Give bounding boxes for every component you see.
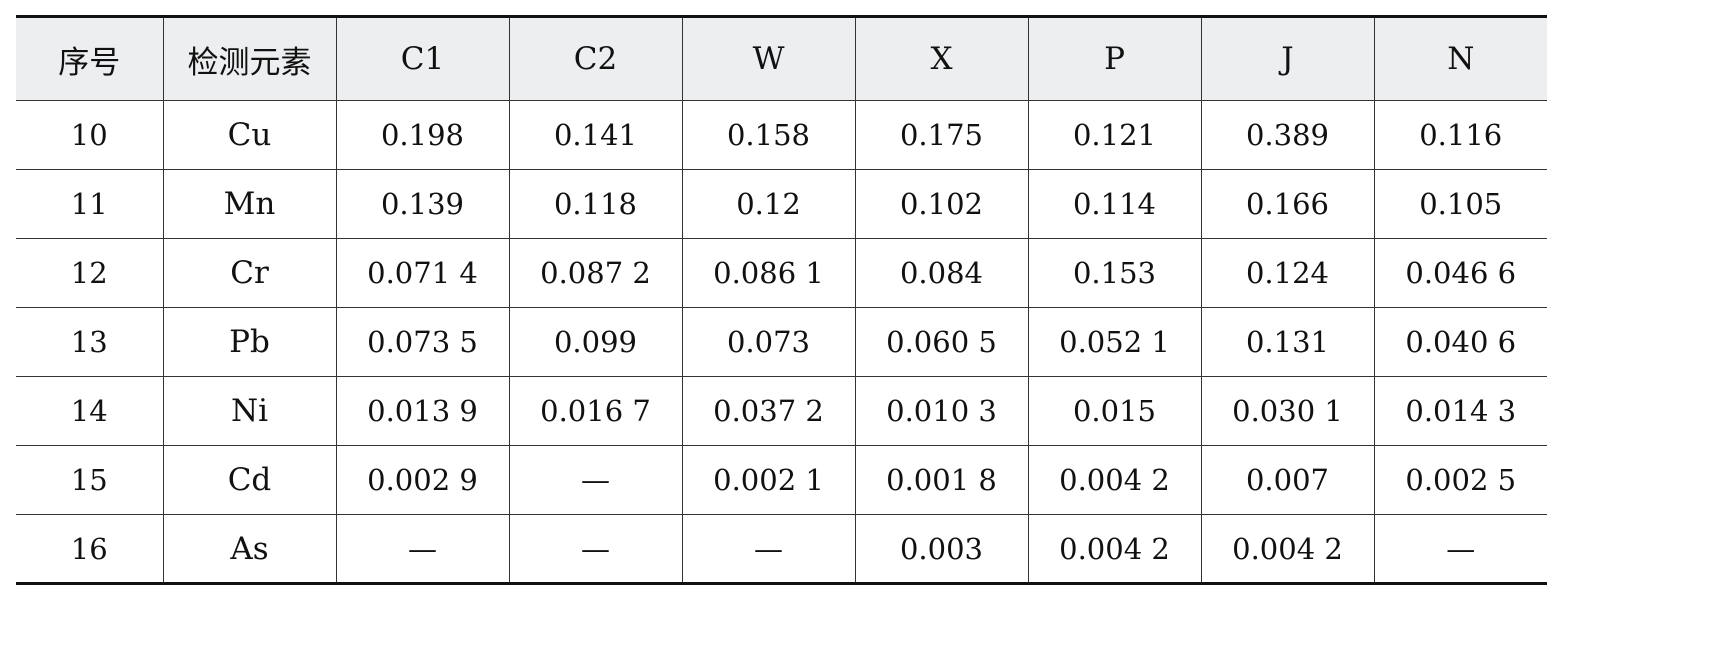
header-c2: C2 (508, 15, 682, 101)
cell-value: 0.040 6 (1373, 307, 1547, 377)
row-element: Pb (162, 307, 336, 377)
row-index: 12 (16, 238, 163, 308)
row-index: 15 (16, 445, 163, 515)
cell-value: 0.014 3 (1373, 376, 1547, 446)
header-n: N (1373, 15, 1547, 101)
data-table-container: 序号 检测元素 C1 C2 W X P J N 10 Cu 0.198 0.14… (16, 15, 1547, 585)
cell-value: 0.139 (335, 169, 509, 239)
cell-value: — (1373, 514, 1547, 585)
cell-value: 0.002 1 (681, 445, 855, 515)
header-row: 序号 检测元素 C1 C2 W X P J N (16, 15, 1547, 101)
cell-value: — (508, 445, 682, 515)
cell-value: 0.002 5 (1373, 445, 1547, 515)
cell-value: 0.121 (1027, 100, 1201, 170)
cell-value: 0.016 7 (508, 376, 682, 446)
row-index: 14 (16, 376, 163, 446)
cell-value: 0.12 (681, 169, 855, 239)
header-w: W (681, 15, 855, 101)
cell-value: 0.118 (508, 169, 682, 239)
row-element: Ni (162, 376, 336, 446)
cell-value: 0.073 (681, 307, 855, 377)
table-row: 11 Mn 0.139 0.118 0.12 0.102 0.114 0.166… (16, 169, 1547, 239)
cell-value: 0.099 (508, 307, 682, 377)
cell-value: 0.010 3 (854, 376, 1028, 446)
table-row: 16 As — — — 0.003 0.004 2 0.004 2 — (16, 514, 1547, 585)
table-row: 13 Pb 0.073 5 0.099 0.073 0.060 5 0.052 … (16, 307, 1547, 377)
header-index: 序号 (16, 15, 163, 101)
row-element: Cd (162, 445, 336, 515)
cell-value: 0.175 (854, 100, 1028, 170)
table-row: 14 Ni 0.013 9 0.016 7 0.037 2 0.010 3 0.… (16, 376, 1547, 446)
cell-value: 0.046 6 (1373, 238, 1547, 308)
row-index: 10 (16, 100, 163, 170)
cell-value: 0.004 2 (1027, 514, 1201, 585)
cell-value: 0.002 9 (335, 445, 509, 515)
row-index: 13 (16, 307, 163, 377)
cell-value: 0.086 1 (681, 238, 855, 308)
cell-value: 0.389 (1200, 100, 1374, 170)
cell-value: 0.131 (1200, 307, 1374, 377)
cell-value: 0.105 (1373, 169, 1547, 239)
row-index: 11 (16, 169, 163, 239)
table-row: 15 Cd 0.002 9 — 0.002 1 0.001 8 0.004 2 … (16, 445, 1547, 515)
row-element: Cu (162, 100, 336, 170)
cell-value: 0.004 2 (1027, 445, 1201, 515)
row-index: 16 (16, 514, 163, 585)
cell-value: 0.084 (854, 238, 1028, 308)
cell-value: 0.073 5 (335, 307, 509, 377)
row-element: As (162, 514, 336, 585)
cell-value: 0.124 (1200, 238, 1374, 308)
cell-value: 0.116 (1373, 100, 1547, 170)
cell-value: — (335, 514, 509, 585)
cell-value: 0.003 (854, 514, 1028, 585)
header-c1: C1 (335, 15, 509, 101)
cell-value: 0.114 (1027, 169, 1201, 239)
cell-value: 0.153 (1027, 238, 1201, 308)
table-row: 10 Cu 0.198 0.141 0.158 0.175 0.121 0.38… (16, 100, 1547, 170)
cell-value: 0.071 4 (335, 238, 509, 308)
cell-value: 0.001 8 (854, 445, 1028, 515)
header-j: J (1200, 15, 1374, 101)
cell-value: 0.102 (854, 169, 1028, 239)
row-element: Mn (162, 169, 336, 239)
row-element: Cr (162, 238, 336, 308)
header-x: X (854, 15, 1028, 101)
header-element: 检测元素 (162, 15, 336, 101)
cell-value: — (681, 514, 855, 585)
cell-value: 0.015 (1027, 376, 1201, 446)
cell-value: 0.198 (335, 100, 509, 170)
cell-value: 0.158 (681, 100, 855, 170)
cell-value: 0.166 (1200, 169, 1374, 239)
cell-value: 0.007 (1200, 445, 1374, 515)
cell-value: 0.060 5 (854, 307, 1028, 377)
cell-value: 0.013 9 (335, 376, 509, 446)
cell-value: — (508, 514, 682, 585)
element-detection-table: 序号 检测元素 C1 C2 W X P J N 10 Cu 0.198 0.14… (16, 15, 1547, 585)
cell-value: 0.141 (508, 100, 682, 170)
header-p: P (1027, 15, 1201, 101)
cell-value: 0.052 1 (1027, 307, 1201, 377)
cell-value: 0.037 2 (681, 376, 855, 446)
cell-value: 0.004 2 (1200, 514, 1374, 585)
cell-value: 0.087 2 (508, 238, 682, 308)
table-row: 12 Cr 0.071 4 0.087 2 0.086 1 0.084 0.15… (16, 238, 1547, 308)
cell-value: 0.030 1 (1200, 376, 1374, 446)
